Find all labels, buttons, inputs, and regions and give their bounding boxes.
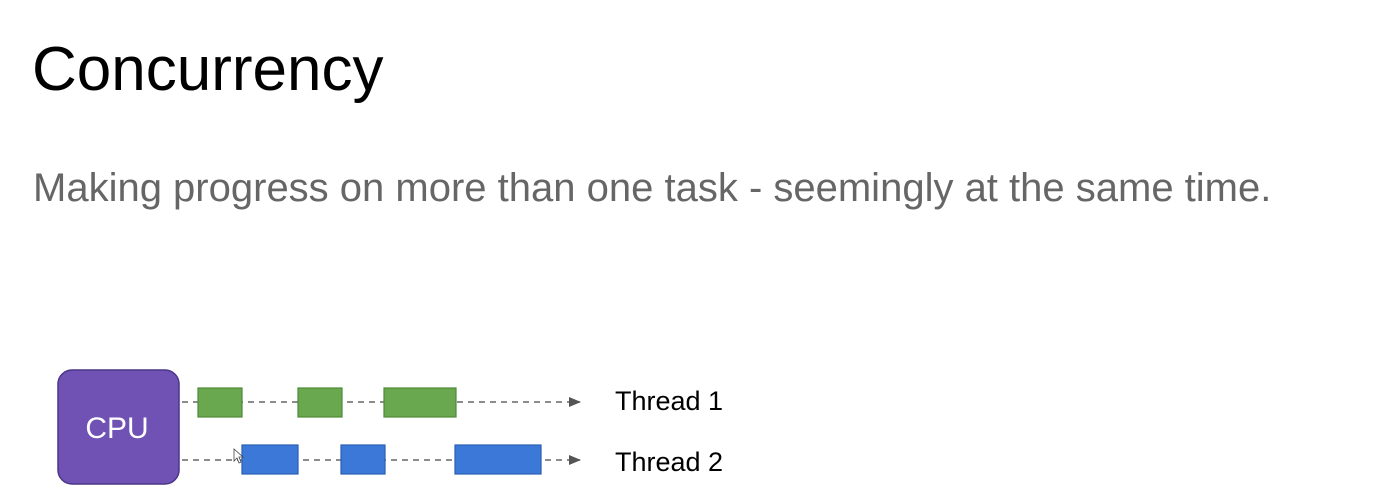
thread-1-label: Thread 1 [615,386,723,416]
cpu-label: CPU [85,412,148,445]
thread-1-task-2 [297,387,343,418]
mouse-cursor-icon [233,448,245,464]
thread-1-task-3 [383,387,457,418]
slide-title: Concurrency [32,35,384,104]
cpu-box [57,369,180,485]
thread-2-task-3 [454,444,542,475]
thread-2-label: Thread 2 [615,447,723,477]
slide-subtitle: Making progress on more than one task - … [33,166,1272,210]
thread-1-task-1 [197,387,243,418]
thread-2-task-2 [340,444,386,475]
thread-2-task-1 [241,444,299,475]
